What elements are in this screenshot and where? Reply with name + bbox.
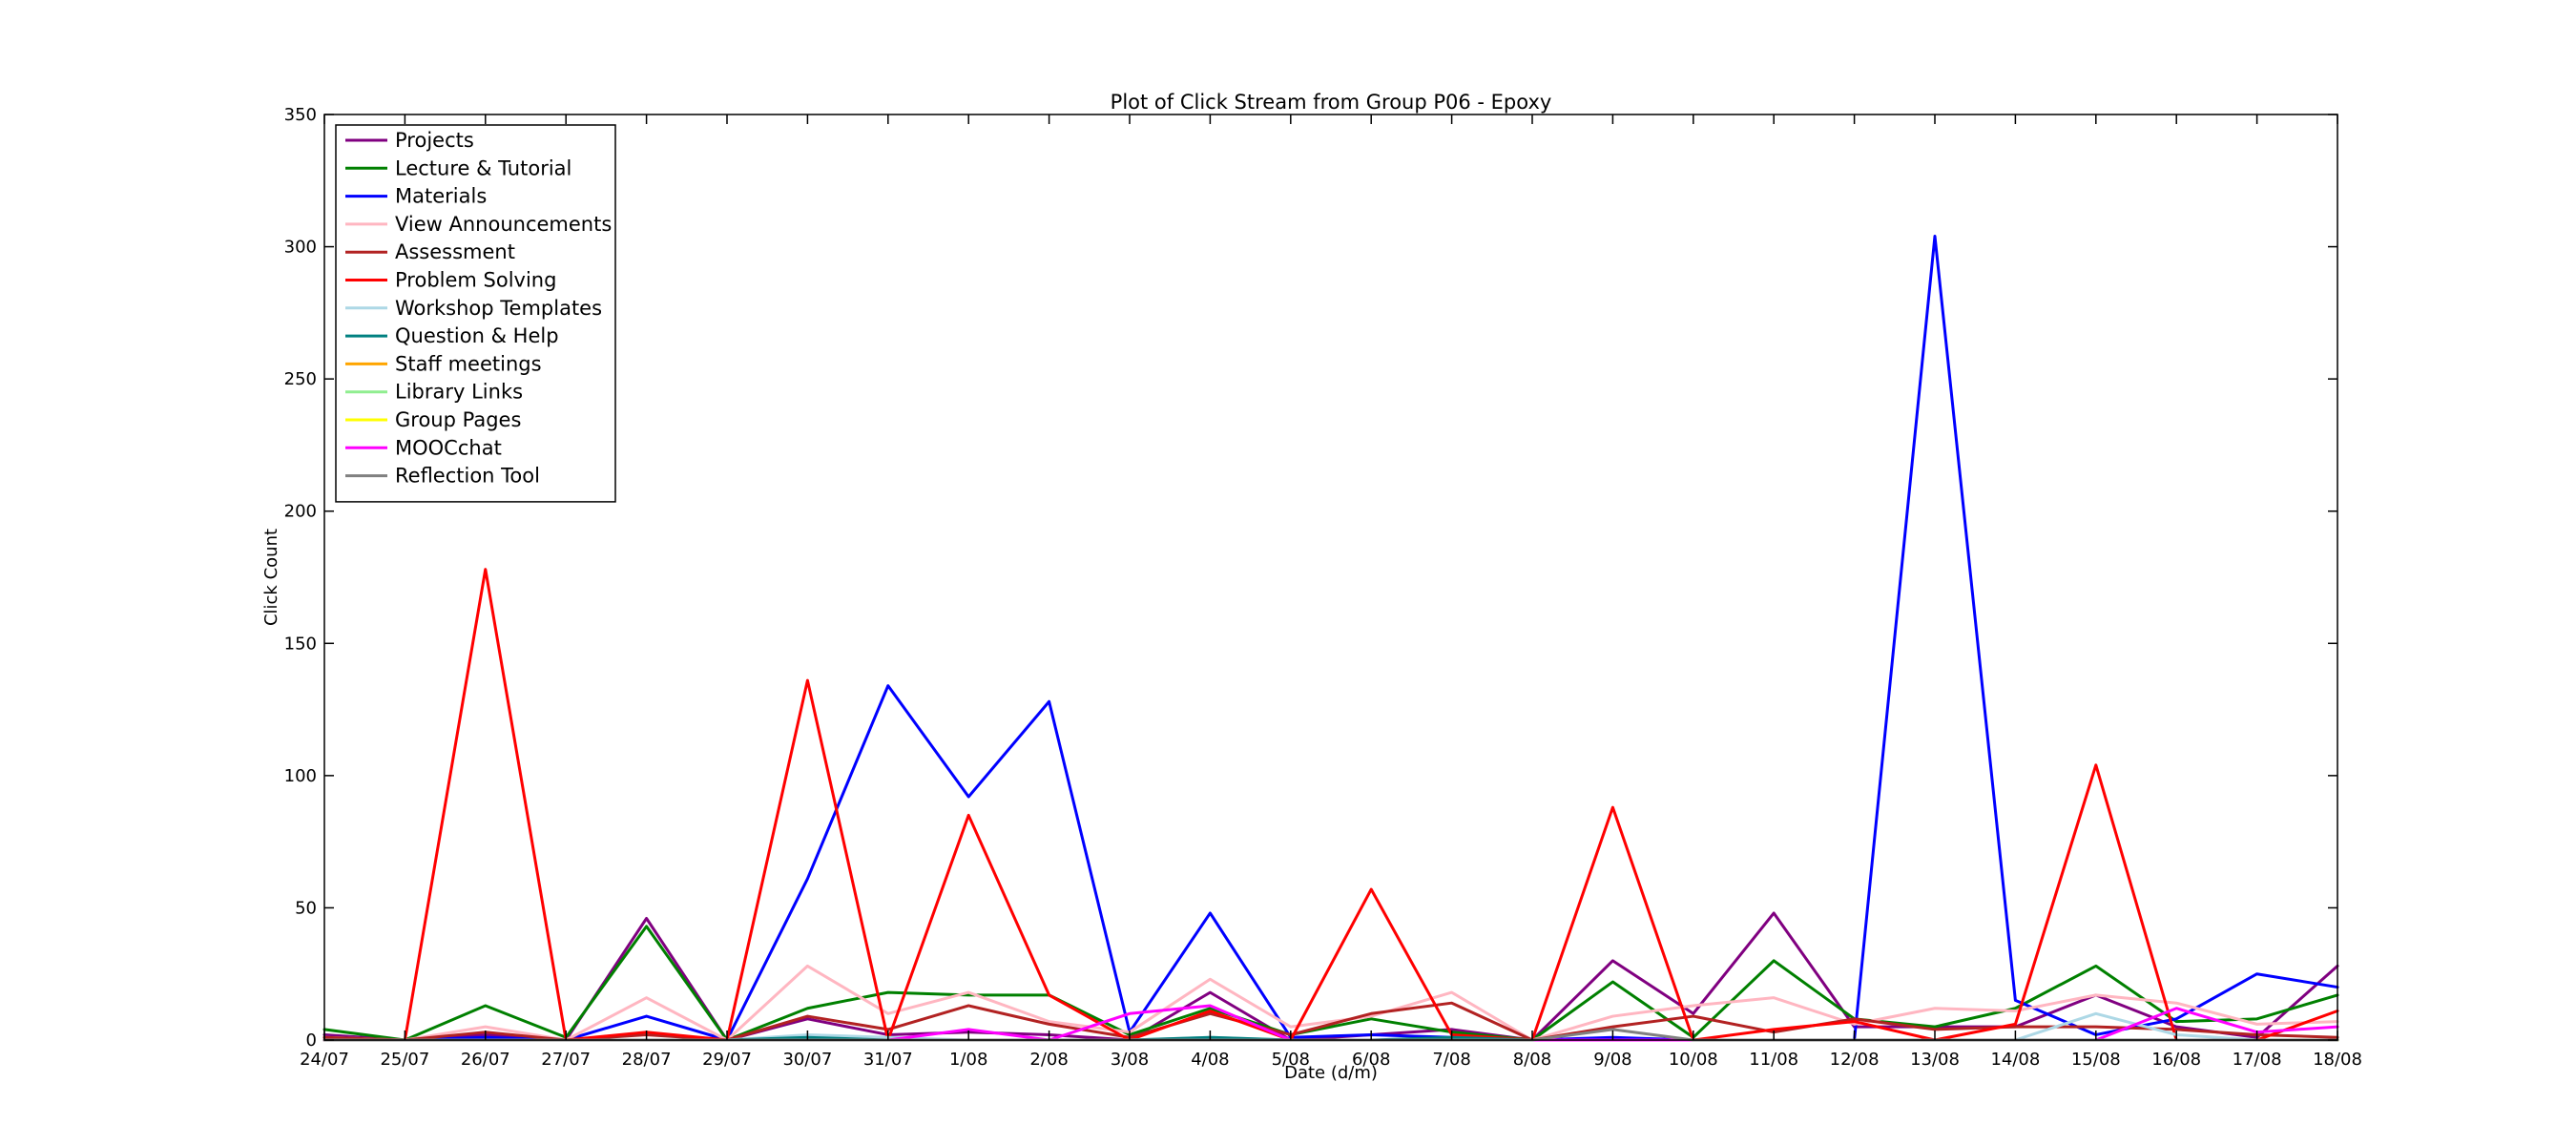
x-tick-label: 31/07 [863,1050,913,1070]
plot-area-frame [323,114,2338,1041]
y-tick-label: 300 [284,238,317,258]
x-tick-label: 11/08 [1749,1050,1798,1070]
x-tick-label: 15/08 [2071,1050,2121,1070]
y-tick-label: 50 [295,898,317,918]
y-tick-label: 350 [284,105,317,125]
x-axis: 24/07 25/07 26/07 27/07 28/07 29/07 30/07 31/07… [300,114,2362,1070]
legend-label: Workshop Templates [395,297,602,320]
legend-label: Materials [395,185,487,208]
x-tick-label: 2/08 [1029,1050,1068,1070]
x-tick-label: 18/08 [2313,1050,2362,1070]
x-tick-label: 9/08 [1593,1050,1631,1070]
x-tick-label: 10/08 [1669,1050,1718,1070]
x-axis-label: Date (d/m) [1284,1063,1378,1083]
legend-label: Reflection Tool [395,465,540,488]
legend: Projects Lecture & Tutorial Materials View … [335,124,616,503]
series-layer [322,234,2339,1042]
legend-label: Question & Help [395,324,559,347]
x-tick-label: 8/08 [1513,1050,1551,1070]
x-tick-label: 17/08 [2233,1050,2282,1070]
legend-box [335,124,616,503]
legend-label: Lecture & Tutorial [395,156,571,179]
legend-label: Assessment [395,240,515,263]
y-tick-label: 150 [284,634,317,654]
y-tick-label: 100 [284,766,317,786]
x-tick-label: 30/07 [782,1050,832,1070]
chart-title: Plot of Click Stream from Group P06 - Ep… [1111,91,1552,114]
legend-label: Group Pages [395,408,521,431]
y-axis: 0 50 100 150 200 250 300 350 [284,105,2337,1051]
x-tick-label: 3/08 [1111,1050,1149,1070]
y-tick-label: 250 [284,369,317,389]
x-tick-label: 27/07 [541,1050,591,1070]
legend-label: Projects [395,129,474,152]
legend-label: View Announcements [395,213,612,236]
x-tick-label: 1/08 [949,1050,987,1070]
y-tick-label: 200 [284,502,317,522]
y-tick-label: 0 [306,1030,317,1051]
x-tick-label: 7/08 [1432,1050,1470,1070]
legend-label: Problem Solving [395,269,556,292]
x-tick-label: 13/08 [1910,1050,1960,1070]
y-axis-label: Click Count [261,529,281,626]
legend-label: Staff meetings [395,352,542,375]
x-tick-label: 25/07 [380,1050,429,1070]
series-line-materials [322,234,2339,1042]
x-tick-label: 6/08 [1352,1050,1390,1070]
series-line-view-announcements [322,964,2339,1042]
legend-label: MOOCchat [395,436,502,459]
series-line-problem-solving [322,568,2339,1042]
x-tick-label: 4/08 [1191,1050,1229,1070]
x-tick-label: 5/08 [1272,1050,1310,1070]
x-tick-label: 28/07 [622,1050,672,1070]
x-tick-label: 16/08 [2151,1050,2201,1070]
x-tick-label: 29/07 [702,1050,752,1070]
x-tick-label: 26/07 [461,1050,510,1070]
x-tick-label: 12/08 [1830,1050,1880,1070]
legend-label: Library Links [395,381,523,404]
x-tick-label: 24/07 [300,1050,349,1070]
x-tick-label: 14/08 [1990,1050,2040,1070]
